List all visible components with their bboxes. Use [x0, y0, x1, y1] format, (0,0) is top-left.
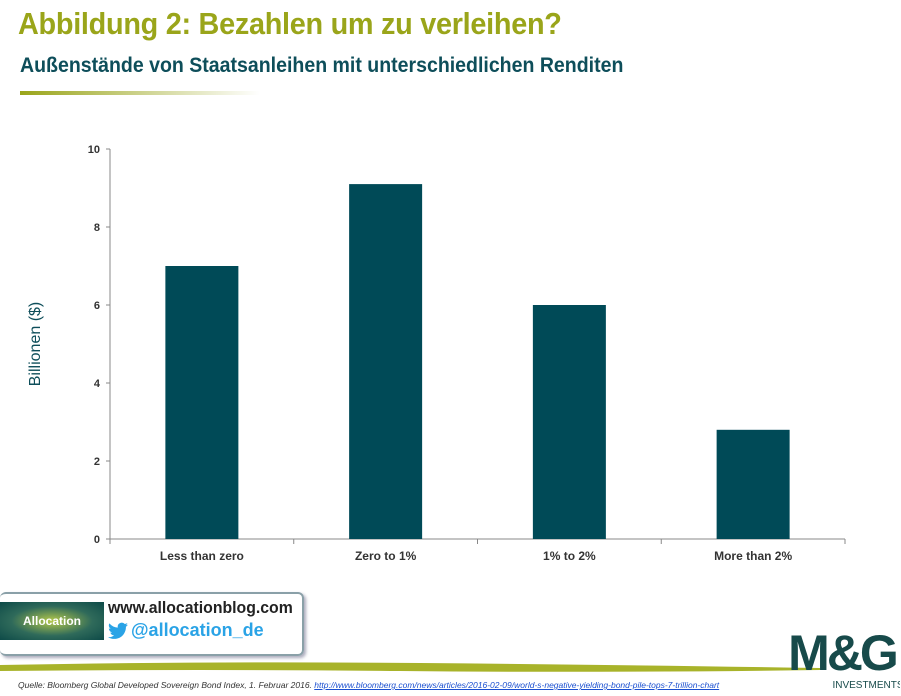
twitter-bird-icon	[108, 622, 128, 639]
source-text: Quelle: Bloomberg Global Developed Sover…	[18, 680, 315, 690]
twitter-link[interactable]: @allocation_de	[108, 620, 264, 641]
twitter-handle: @allocation_de	[131, 620, 264, 640]
page-subtitle: Außenstände von Staatsanleihen mit unter…	[20, 54, 624, 77]
y-axis-label: Billionen ($)	[27, 302, 44, 386]
y-tick-label: 0	[94, 534, 100, 546]
bars	[165, 184, 790, 539]
y-tick-label: 4	[94, 378, 101, 390]
brush-stroke-divider	[0, 662, 820, 672]
bar-2	[532, 305, 606, 539]
x-category-label: 1% to 2%	[543, 549, 596, 563]
source-note: Quelle: Bloomberg Global Developed Sover…	[18, 680, 719, 690]
bar-0	[165, 266, 239, 539]
y-tick-label: 6	[94, 300, 100, 312]
y-tick-label: 2	[94, 456, 100, 468]
bar-chart: 0 2 4 6 8 10 Less than zero Zero to 1% 1% to 2%…	[27, 144, 846, 563]
x-category-label: Less than zero	[160, 549, 244, 563]
source-link[interactable]: http://www.bloomberg.com/news/articles/2…	[314, 680, 720, 690]
page-title: Abbildung 2: Bezahlen um zu verleihen?	[18, 6, 562, 41]
blog-banner: Allocation www.allocationblog.com @alloc…	[0, 592, 304, 656]
mg-logo-text: M&G	[788, 625, 896, 681]
blog-url-link[interactable]: www.allocationblog.com	[108, 598, 293, 617]
title-underline	[20, 91, 260, 95]
y-tick-label: 8	[94, 222, 100, 234]
y-ticks: 0 2 4 6 8 10	[88, 144, 101, 546]
y-tick-label: 10	[88, 144, 100, 156]
bar-1	[349, 184, 423, 539]
x-category-label: Zero to 1%	[355, 549, 417, 563]
mg-logo-subtext: INVESTMENTS	[832, 680, 900, 691]
bar-3	[716, 429, 790, 539]
mg-investments-logo: M&G INVESTMENTS	[788, 625, 900, 691]
allocation-logo: Allocation	[0, 602, 104, 640]
x-categories: Less than zero Zero to 1% 1% to 2% More tha…	[160, 549, 793, 563]
x-category-label: More than 2%	[714, 549, 792, 563]
